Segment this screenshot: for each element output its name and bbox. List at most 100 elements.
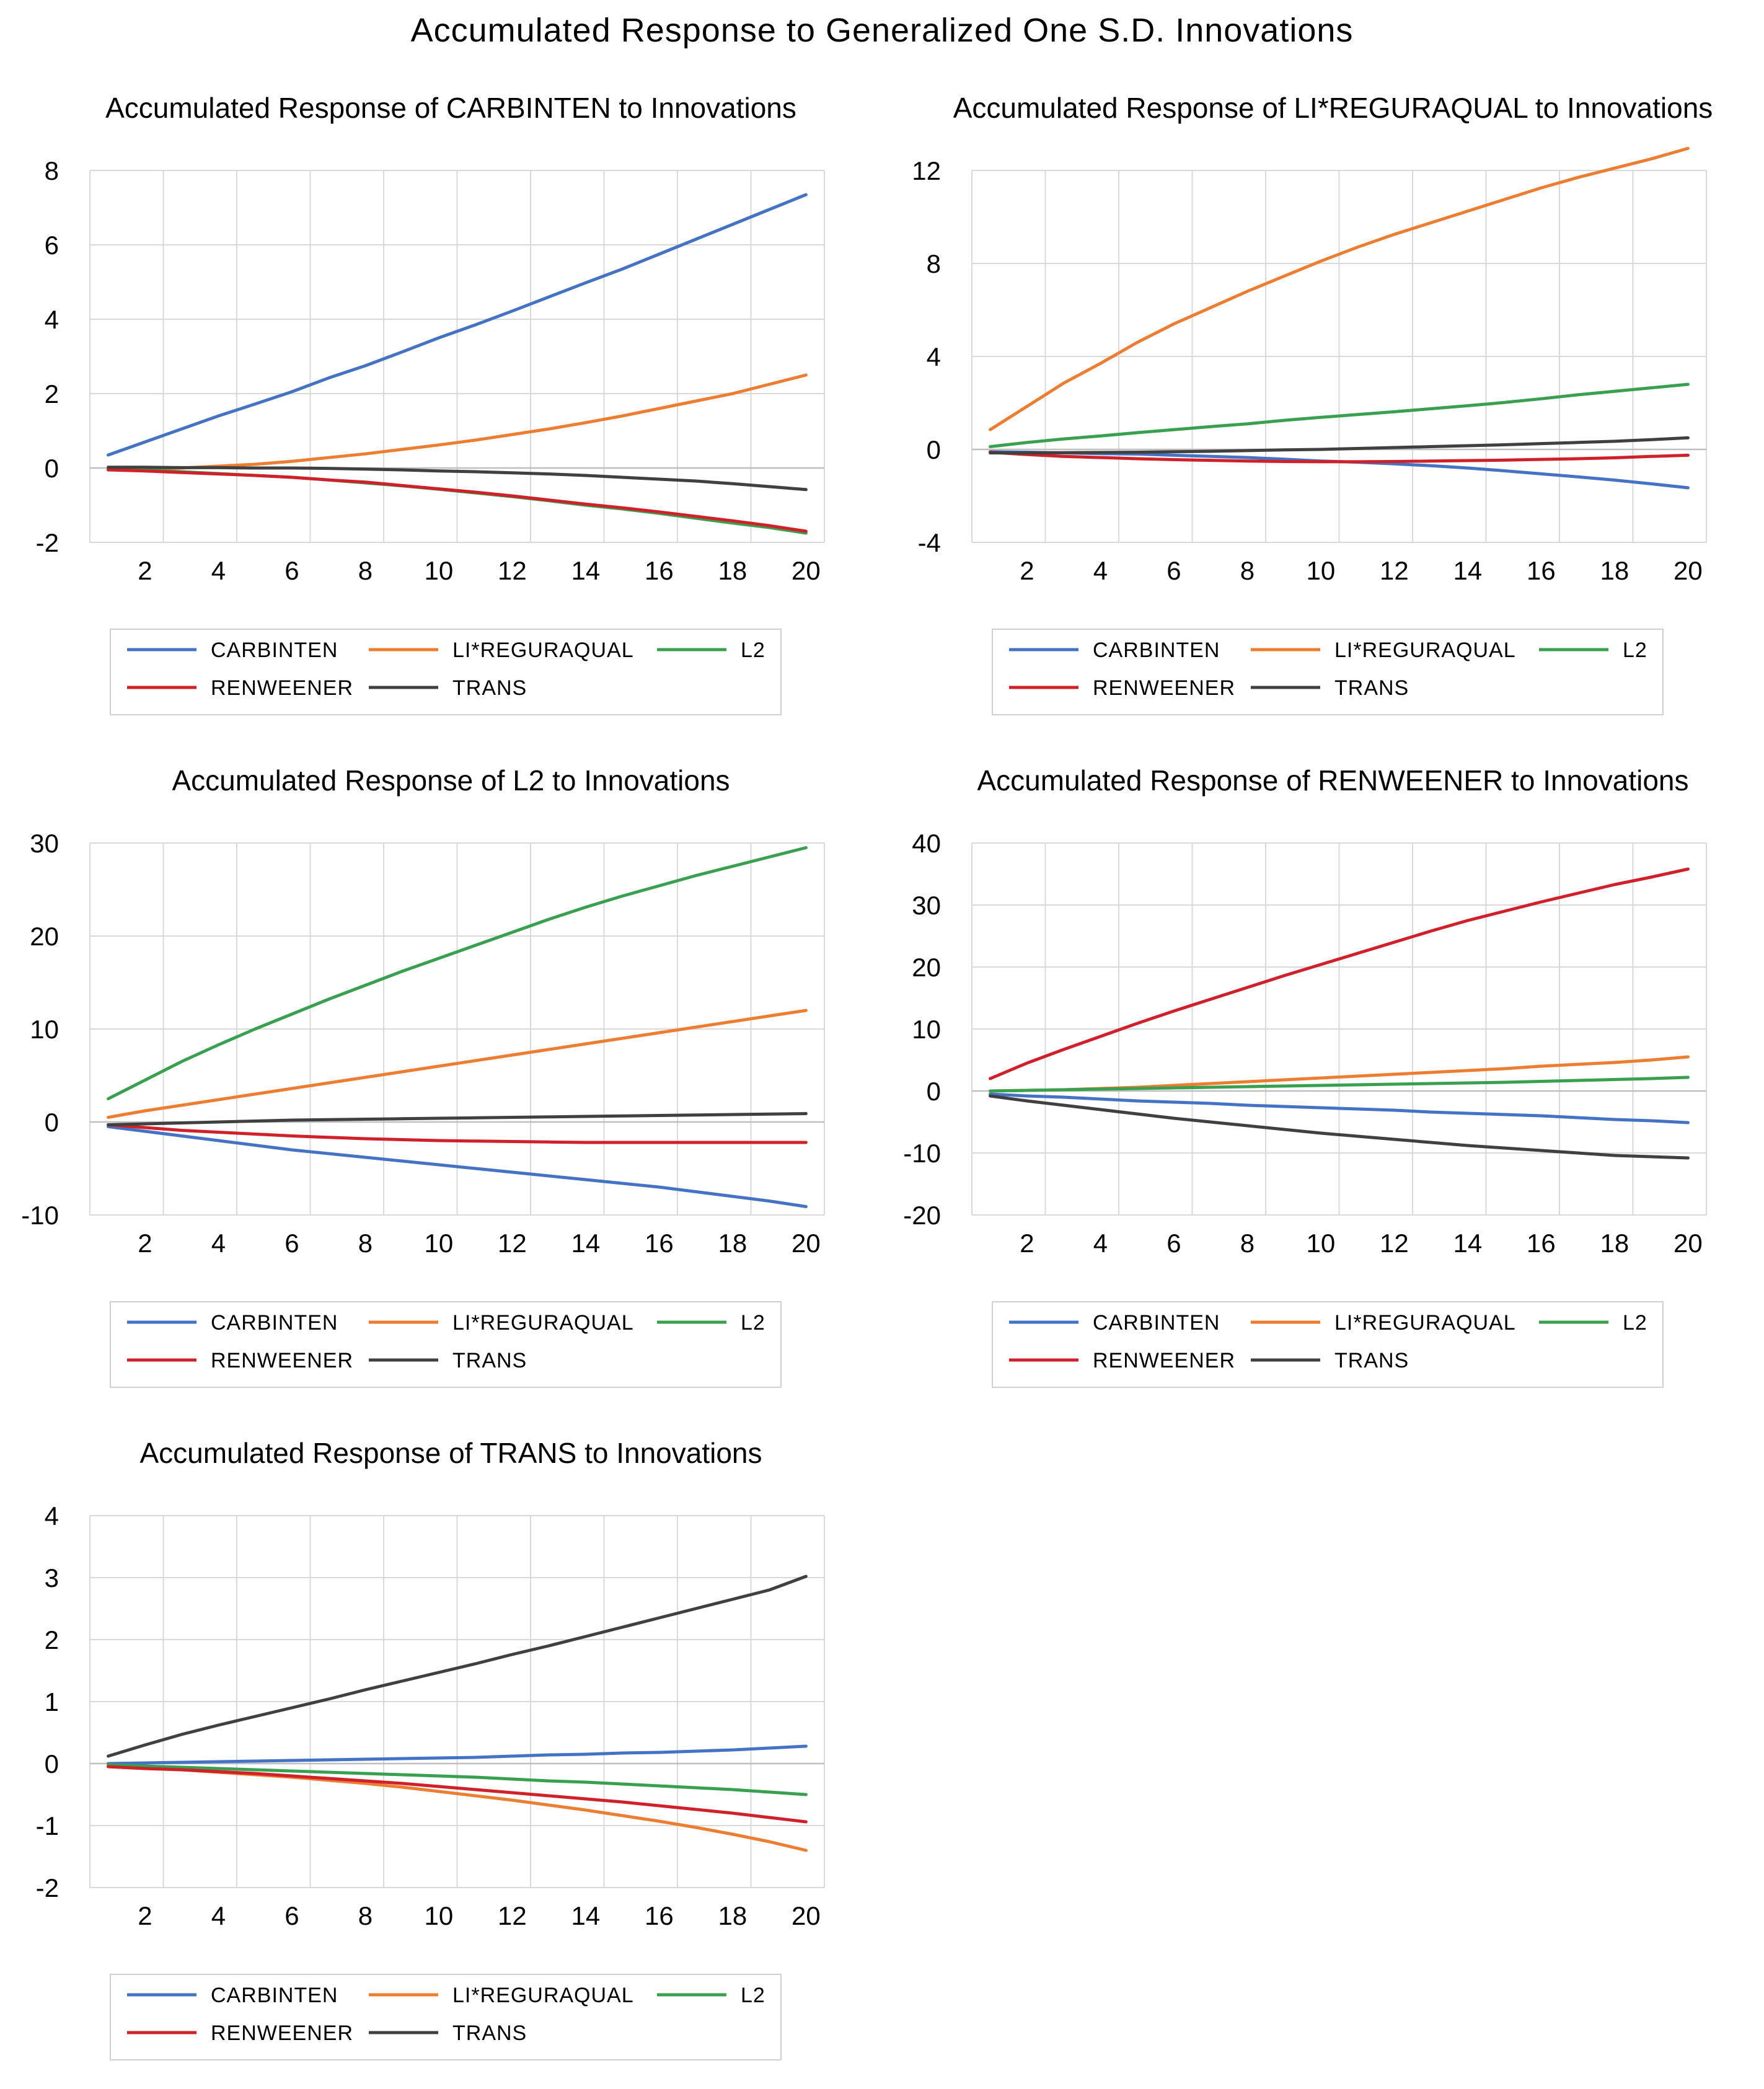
legend-label-carbinten: CARBINTEN (1093, 1311, 1220, 1335)
legend-label-renweener: RENWEENER (211, 2021, 353, 2045)
y-tick-label: 10 (30, 1015, 59, 1044)
y-tick-label: 12 (912, 156, 941, 185)
chart-panel-l2: Accumulated Response of L2 to Innovation… (0, 744, 882, 1416)
series-line-l2 (989, 1075, 1690, 1093)
x-tick-label: 14 (571, 1229, 601, 1258)
chart-legend: CARBINTEN LI*REGURAQUAL L2 RENWEENER TRANS (110, 629, 782, 715)
y-tick-label: 4 (45, 305, 59, 334)
series-line-li-reguraqual (107, 373, 808, 472)
chart-svg: Accumulated Response of L2 to Innovation… (21, 764, 825, 1388)
legend-label-carbinten: CARBINTEN (211, 638, 338, 662)
legend-label-l2: L2 (741, 1984, 765, 2007)
legend-label-renweener: RENWEENER (211, 1349, 353, 1372)
legend-label-renweener: RENWEENER (211, 676, 353, 700)
y-tick-label: 2 (45, 379, 59, 409)
series-line-renweener (989, 867, 1690, 1080)
legend-label-li-reguraqual: LI*REGURAQUAL (452, 1984, 634, 2007)
y-tick-label: 40 (912, 829, 941, 858)
y-tick-label: 1 (45, 1687, 59, 1716)
chart-svg: Accumulated Response of RENWEENER to Inn… (903, 764, 1707, 1388)
x-tick-label: 16 (645, 556, 674, 585)
x-tick-label: 16 (645, 1901, 674, 1930)
x-tick-label: 4 (1093, 1229, 1108, 1258)
x-tick-label: 16 (645, 1229, 674, 1258)
legend-box (110, 629, 782, 715)
x-tick-label: 2 (138, 556, 152, 585)
legend-label-renweener: RENWEENER (1093, 1349, 1235, 1372)
legend-label-carbinten: CARBINTEN (211, 1984, 338, 2007)
series-line-li-reguraqual (989, 146, 1690, 431)
series-line-renweener (107, 1765, 808, 1824)
chart-svg: Accumulated Response of CARBINTEN to Inn… (36, 92, 825, 715)
series-line-trans (107, 466, 808, 492)
chart-title: Accumulated Response of TRANS to Innovat… (139, 1437, 762, 1469)
series-line-li-reguraqual (107, 1009, 808, 1119)
x-tick-label: 20 (792, 1901, 821, 1930)
y-tick-label: 4 (45, 1501, 59, 1530)
x-tick-label: 10 (425, 1901, 454, 1930)
x-tick-label: 12 (1380, 556, 1409, 585)
y-tick-label: 0 (45, 454, 59, 483)
x-tick-label: 10 (1307, 1229, 1336, 1258)
legend-label-li-reguraqual: LI*REGURAQUAL (452, 638, 634, 662)
chart-legend: CARBINTEN LI*REGURAQUAL L2 RENWEENER TRANS (992, 1301, 1664, 1388)
series-line-carbinten (107, 193, 808, 457)
y-tick-label: -10 (903, 1139, 941, 1168)
x-tick-label: 10 (425, 1229, 454, 1258)
page-title: Accumulated Response to Generalized One … (410, 12, 1354, 49)
chart-panel-renweener: Accumulated Response of RENWEENER to Inn… (882, 744, 1764, 1416)
chart-panel-trans: Accumulated Response of TRANS to Innovat… (0, 1416, 882, 2089)
x-tick-label: 20 (1674, 1229, 1703, 1258)
y-tick-label: 4 (927, 342, 941, 371)
x-tick-label: 20 (792, 556, 821, 585)
chart-title: Accumulated Response of CARBINTEN to Inn… (105, 92, 796, 124)
chart-svg: Accumulated Response of LI*REGURAQUAL to… (912, 92, 1713, 715)
y-tick-label: 20 (912, 953, 941, 982)
series-line-trans (989, 436, 1690, 455)
x-tick-label: 16 (1527, 556, 1556, 585)
x-tick-label: 16 (1527, 1229, 1556, 1258)
x-tick-label: 18 (718, 1901, 747, 1930)
y-tick-label: 0 (927, 435, 941, 464)
x-tick-label: 18 (1600, 1229, 1629, 1258)
x-tick-label: 20 (792, 1229, 821, 1258)
chart-svg: Accumulated Response of TRANS to Innovat… (36, 1437, 825, 2060)
x-tick-label: 12 (498, 1901, 527, 1930)
x-tick-label: 6 (284, 556, 299, 585)
chart-panel-li-reguraqual: Accumulated Response of LI*REGURAQUAL to… (882, 71, 1764, 744)
x-tick-label: 8 (358, 1901, 373, 1930)
x-tick-label: 8 (1240, 1229, 1255, 1258)
x-tick-label: 2 (1020, 1229, 1034, 1258)
x-tick-label: 10 (1307, 556, 1336, 585)
series-line-carbinten (989, 1092, 1690, 1124)
legend-label-trans: TRANS (452, 676, 527, 700)
series-line-trans (107, 1112, 808, 1126)
x-tick-label: 12 (498, 556, 527, 585)
y-tick-label: 10 (912, 1015, 941, 1044)
x-tick-label: 10 (425, 556, 454, 585)
series-line-renweener (989, 451, 1690, 464)
x-tick-label: 2 (138, 1229, 152, 1258)
series-line-carbinten (107, 1125, 808, 1208)
legend-label-l2: L2 (1623, 1311, 1647, 1335)
legend-box (992, 629, 1664, 715)
y-tick-label: 6 (45, 231, 59, 260)
x-tick-label: 8 (358, 1229, 373, 1258)
chart-panel-carbinten: Accumulated Response of CARBINTEN to Inn… (0, 71, 882, 744)
legend-label-trans: TRANS (1334, 676, 1409, 700)
series-line-renweener (107, 468, 808, 533)
y-tick-label: 30 (30, 829, 59, 858)
x-tick-label: 14 (1453, 556, 1483, 585)
y-tick-label: -10 (21, 1201, 59, 1230)
legend-box (110, 1974, 782, 2060)
chart-legend: CARBINTEN LI*REGURAQUAL L2 RENWEENER TRANS (110, 1974, 782, 2060)
y-tick-label: 3 (45, 1563, 59, 1592)
x-tick-label: 6 (284, 1901, 299, 1930)
chart-title: Accumulated Response of L2 to Innovation… (172, 764, 730, 797)
x-tick-label: 12 (1380, 1229, 1409, 1258)
y-tick-label: -2 (36, 1873, 59, 1902)
legend-label-trans: TRANS (452, 2021, 527, 2045)
x-tick-label: 18 (1600, 556, 1629, 585)
x-tick-label: 2 (1020, 556, 1034, 585)
y-tick-label: 0 (45, 1108, 59, 1137)
